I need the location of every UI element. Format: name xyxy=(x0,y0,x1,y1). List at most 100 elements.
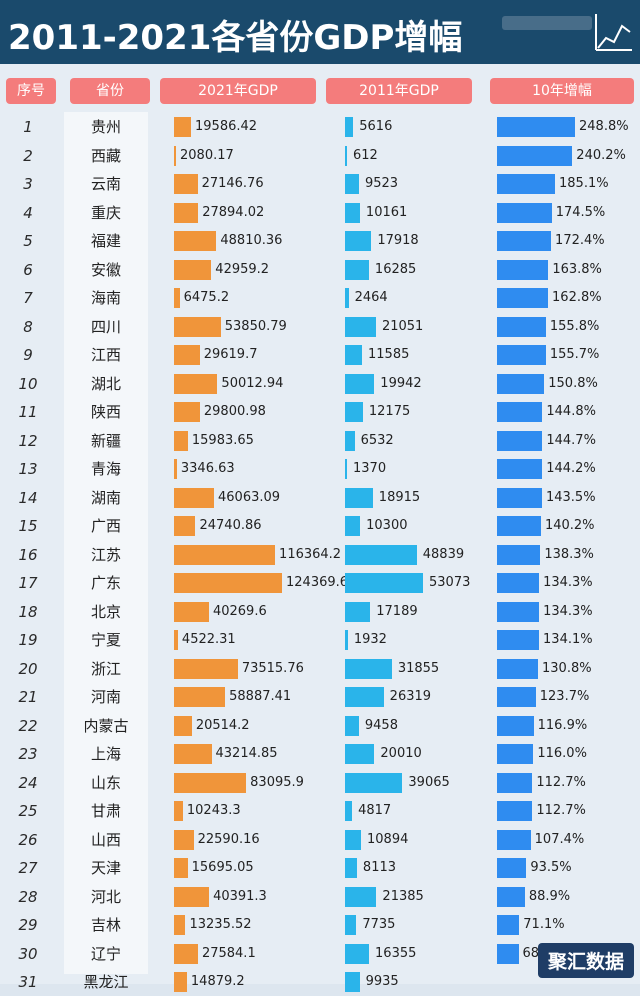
rank-cell: 22 xyxy=(18,716,38,735)
label-gdp-2011: 53073 xyxy=(429,575,471,590)
label-gdp-2021: 22590.16 xyxy=(197,831,260,847)
label-growth: 150.8% xyxy=(548,375,598,391)
table-row: 10 湖北 50012.94 19942 150.8% xyxy=(0,370,640,398)
bar-gdp-2021 xyxy=(174,715,192,736)
bar-gdp-2011 xyxy=(345,459,347,479)
province-cell: 吉林 xyxy=(90,916,121,934)
table-row: 5 福建 48810.36 17918 172.4% xyxy=(0,227,640,255)
bar-gdp-2011 xyxy=(345,744,375,764)
label-gdp-2021: 40269.6 xyxy=(212,603,267,619)
label-growth: 172.4% xyxy=(555,233,605,248)
label-growth: 107.4% xyxy=(534,831,585,847)
province-cell: 湖南 xyxy=(90,488,121,507)
label-gdp-2011: 17189 xyxy=(376,603,418,619)
bar-gdp-2021 xyxy=(174,345,200,365)
province-cell: 广西 xyxy=(90,517,121,535)
bar-gdp-2011 xyxy=(345,516,361,536)
label-gdp-2011: 8113 xyxy=(362,860,397,875)
bar-gdp-2021 xyxy=(174,772,247,793)
bar-gdp-2021 xyxy=(174,459,177,479)
rank-cell: 25 xyxy=(18,802,38,820)
bar-gdp-2011 xyxy=(345,915,357,935)
table-row: 3 云南 27146.76 9523 185.1% xyxy=(0,170,640,198)
bar-growth xyxy=(497,943,519,964)
bar-growth xyxy=(497,630,540,650)
header-bar: 2011-2021各省份GDP增幅 xyxy=(0,0,640,64)
label-growth: 88.9% xyxy=(528,888,571,904)
table-row: 25 甘肃 10243.3 4817 112.7% xyxy=(0,797,640,825)
bar-growth xyxy=(497,772,533,793)
label-growth: 138.3% xyxy=(544,546,594,562)
bar-gdp-2021 xyxy=(174,972,187,992)
bar-gdp-2011 xyxy=(345,259,369,280)
bar-gdp-2021 xyxy=(174,231,217,251)
province-column-bg xyxy=(64,112,148,974)
table-row: 26 山西 22590.16 10894 107.4% xyxy=(0,826,640,854)
table-row: 29 吉林 13235.52 7735 71.1% xyxy=(0,911,640,939)
rank-cell: 26 xyxy=(18,830,38,849)
province-cell: 上海 xyxy=(90,745,121,763)
header-gdp-2021: 2021年GDP xyxy=(160,78,316,104)
province-cell: 北京 xyxy=(90,602,121,621)
rank-cell: 1 xyxy=(23,118,33,136)
province-cell: 重庆 xyxy=(90,203,121,222)
label-gdp-2021: 6475.2 xyxy=(183,290,230,305)
bar-gdp-2011 xyxy=(345,288,349,308)
label-gdp-2011: 6532 xyxy=(360,432,394,448)
label-growth: 116.9% xyxy=(537,717,588,733)
bar-growth xyxy=(497,544,541,565)
bar-gdp-2011 xyxy=(345,687,384,707)
label-gdp-2021: 29619.7 xyxy=(203,347,258,362)
label-gdp-2011: 10161 xyxy=(365,204,408,220)
bar-gdp-2021 xyxy=(174,658,238,679)
province-cell: 甘肃 xyxy=(90,802,121,820)
label-gdp-2021: 53850.79 xyxy=(224,318,287,334)
label-growth: 134.3% xyxy=(543,603,593,619)
bar-gdp-2011 xyxy=(345,715,359,736)
page-title: 2011-2021各省份GDP增幅 xyxy=(8,18,463,58)
rank-cell: 6 xyxy=(23,260,33,279)
label-growth: 185.1% xyxy=(559,176,609,191)
table-row: 2 西藏 2080.17 612 240.2% xyxy=(0,142,640,170)
bar-gdp-2021 xyxy=(174,117,191,137)
label-gdp-2021: 58887.41 xyxy=(229,689,292,704)
bar-gdp-2021 xyxy=(174,174,198,194)
label-gdp-2021: 20514.2 xyxy=(195,717,250,733)
bar-gdp-2021 xyxy=(174,573,282,593)
label-growth: 163.8% xyxy=(552,261,602,277)
bar-gdp-2011 xyxy=(345,231,372,251)
bar-growth xyxy=(497,459,543,479)
bar-gdp-2011 xyxy=(345,858,357,878)
label-gdp-2011: 612 xyxy=(353,147,378,163)
province-cell: 江西 xyxy=(90,346,121,364)
label-gdp-2011: 20010 xyxy=(380,746,422,761)
rank-cell: 15 xyxy=(18,517,38,535)
bar-gdp-2011 xyxy=(345,430,355,451)
bar-gdp-2021 xyxy=(174,373,218,394)
label-gdp-2011: 9458 xyxy=(364,717,398,733)
bar-gdp-2021 xyxy=(174,288,180,308)
bar-gdp-2011 xyxy=(345,943,370,964)
label-gdp-2021: 40391.3 xyxy=(213,888,267,904)
bar-gdp-2011 xyxy=(345,601,371,622)
bar-growth xyxy=(497,316,546,337)
label-gdp-2011: 18915 xyxy=(378,489,421,505)
bar-growth xyxy=(497,801,533,821)
label-growth: 143.5% xyxy=(545,489,596,505)
bar-gdp-2021 xyxy=(174,544,276,565)
bar-gdp-2011 xyxy=(345,373,375,394)
bar-growth xyxy=(497,744,534,764)
rank-cell: 28 xyxy=(18,887,38,906)
table-row: 20 浙江 73515.76 31855 130.8% xyxy=(0,655,640,683)
rank-cell: 31 xyxy=(18,973,38,991)
label-gdp-2021: 15983.65 xyxy=(191,432,254,448)
bar-gdp-2021 xyxy=(174,829,194,850)
label-growth: 162.8% xyxy=(552,290,602,305)
province-cell: 四川 xyxy=(90,317,121,336)
rank-cell: 7 xyxy=(23,289,33,307)
province-cell: 天津 xyxy=(90,859,121,877)
rank-cell: 14 xyxy=(18,488,38,507)
rank-cell: 23 xyxy=(18,745,38,763)
label-gdp-2021: 50012.94 xyxy=(221,375,284,391)
rank-cell: 27 xyxy=(18,859,38,877)
